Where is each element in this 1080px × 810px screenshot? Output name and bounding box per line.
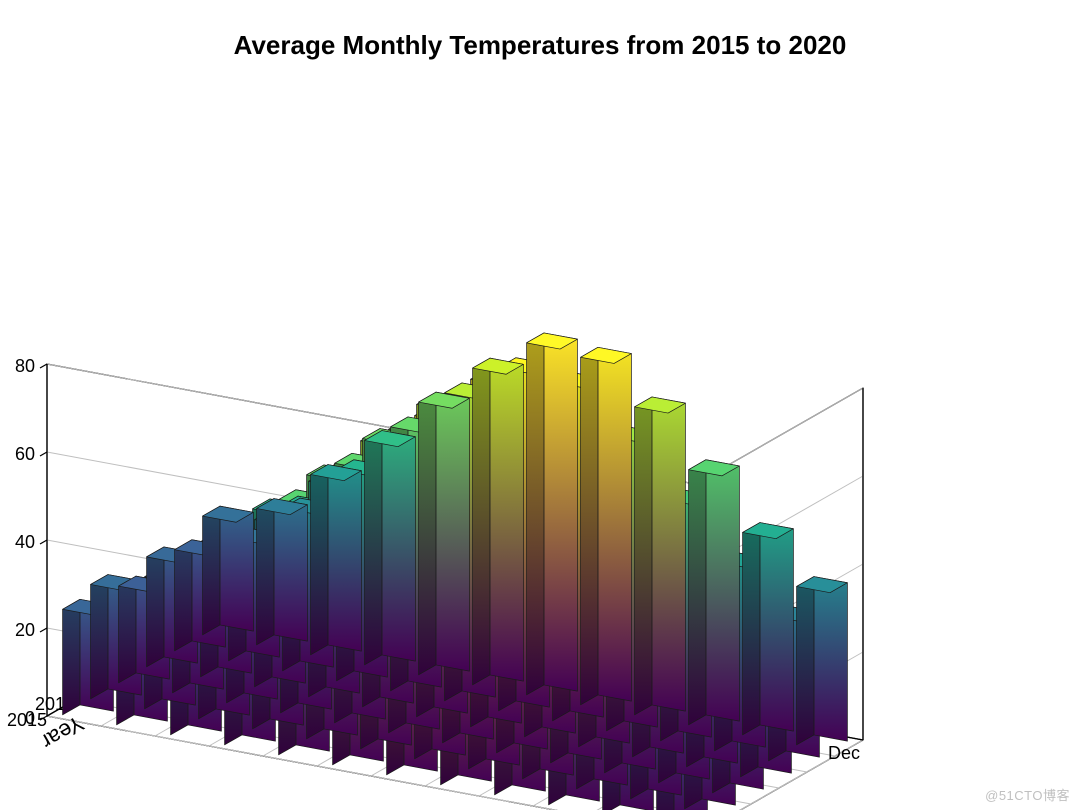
bar-side: [365, 431, 382, 665]
bar-side: [147, 547, 164, 667]
bar-side: [797, 577, 814, 745]
bar-front: [490, 358, 523, 681]
bar-side: [527, 333, 544, 695]
bar-side: [119, 576, 136, 683]
bar-side: [581, 347, 598, 705]
bar-side: [689, 460, 706, 725]
bar-side: [311, 465, 328, 655]
bar-side: [175, 540, 192, 651]
bar-front: [814, 577, 847, 742]
svg-text:Dec: Dec: [828, 743, 860, 763]
bar-side: [63, 599, 80, 715]
bar-side: [91, 575, 108, 699]
bar-front: [382, 431, 415, 662]
bar-front: [544, 333, 577, 691]
bar-side: [257, 499, 274, 645]
bar-front: [274, 499, 307, 642]
svg-text:2015: 2015: [7, 710, 47, 730]
bar-side: [635, 397, 652, 715]
watermark-text: @51CTO博客: [985, 785, 1070, 804]
bar-front: [436, 392, 469, 671]
svg-text:40: 40: [15, 532, 35, 552]
bar-front: [328, 465, 361, 652]
bar3d-chart: 020406080Temperature (°F)JanFebMarAprMay…: [0, 0, 1080, 810]
svg-text:60: 60: [15, 444, 35, 464]
bar-front: [220, 506, 253, 631]
bar-front: [760, 523, 793, 732]
bar-side: [743, 523, 760, 735]
bar-front: [598, 347, 631, 701]
bar-side: [419, 392, 436, 675]
svg-text:20: 20: [15, 620, 35, 640]
svg-text:80: 80: [15, 356, 35, 376]
bar-side: [203, 506, 220, 635]
bar-front: [652, 397, 685, 711]
bar-side: [473, 358, 490, 685]
bar-front: [706, 460, 739, 721]
